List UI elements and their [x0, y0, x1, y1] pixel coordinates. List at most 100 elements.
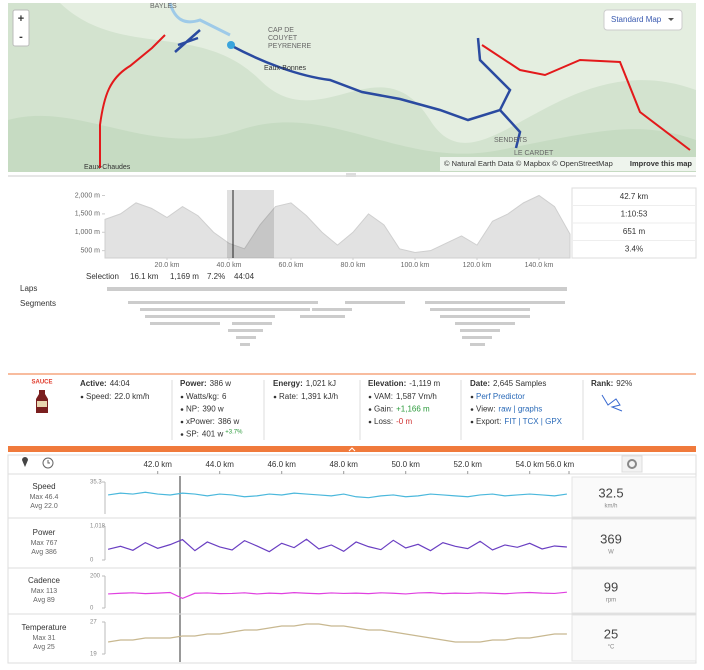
stream-avg: Avg 89: [33, 597, 55, 604]
bullet: [470, 395, 474, 399]
stat-item: Speed: 22.0 km/h: [86, 392, 150, 401]
stat-item-value: 390 w: [202, 405, 224, 414]
x-tick-label: 44.0 km: [205, 460, 234, 469]
bullet: [180, 420, 184, 424]
segment-bar: [425, 301, 565, 304]
stat-item: Export: FIT | TCX | GPX: [476, 417, 563, 426]
pin-tab[interactable]: [22, 457, 28, 467]
map-style-button[interactable]: [603, 9, 683, 31]
profile-stat: 42.7 km: [620, 192, 649, 201]
stat-item-label: Perf Predictor: [476, 392, 525, 401]
stat-item: NP: 390 w: [186, 405, 224, 414]
segment-bar: [312, 308, 352, 311]
segment-bar: [150, 322, 220, 325]
stat-title: Power: 386 w: [180, 379, 231, 388]
segments-label: Segments: [20, 299, 56, 308]
stream-avg: Avg 25: [33, 644, 55, 651]
collapse-chevron: [348, 447, 356, 452]
route-red: [99, 34, 166, 168]
stat-item-label: SP:: [186, 430, 199, 439]
stream-name: Power: [33, 528, 56, 537]
lap-bar: [107, 287, 567, 291]
laps-track: [107, 287, 567, 291]
stream-avg: Avg 386: [31, 549, 57, 556]
profile-stat: 3.4%: [625, 245, 643, 254]
improve-map-link[interactable]: Improve this map: [630, 159, 693, 168]
selection-value: 1,169 m: [170, 272, 199, 281]
segment-bar: [128, 301, 318, 304]
stat-item-label: NP:: [186, 405, 199, 414]
bullet: [368, 420, 372, 424]
map-label: Eaux-Chaudes: [84, 164, 131, 171]
stat-item-label: Export:: [476, 417, 501, 426]
stat-title-label: Rank:: [591, 379, 613, 388]
selection-label: Selection: [86, 272, 119, 281]
route-blue: [231, 37, 522, 149]
bullet: [368, 395, 372, 399]
segments: [128, 301, 565, 346]
stat-item-value: 1,587 Vm/h: [396, 392, 437, 401]
current-value: 99: [604, 579, 618, 594]
x-tick-label: 52.0 km: [453, 460, 482, 469]
selection-value: 7.2%: [207, 272, 225, 281]
rank-icon: [601, 394, 623, 412]
stat-title: Rank: 92%: [591, 379, 632, 388]
stat-item-value: raw | graphs: [498, 405, 542, 414]
stat-title: Date: 2,645 Samples: [470, 379, 546, 388]
stat-item-value: 401 w: [202, 430, 224, 439]
segment-bar: [145, 315, 275, 318]
x-tick-label: 40.0 km: [217, 262, 242, 269]
attribution-bg: [440, 157, 696, 171]
current-value-box: [571, 568, 697, 614]
segment-bar: [470, 343, 485, 346]
stat-title: Active: 44:04: [80, 379, 130, 388]
bullet: [273, 395, 277, 399]
x-tick-label: 100.0 km: [401, 262, 430, 269]
map-label: COUYET: [268, 35, 298, 42]
route-red: [481, 44, 691, 151]
current-value: 32.5: [598, 485, 623, 500]
logo-text: SAUCE: [31, 380, 52, 386]
stat-item-label: Rate:: [279, 392, 298, 401]
dropdown-arrow: [668, 18, 674, 21]
clock-tab[interactable]: [42, 457, 54, 469]
current-value-box: [571, 518, 697, 568]
zoom-in[interactable]: +: [18, 13, 24, 25]
y-tick-label: 500 m: [81, 247, 101, 254]
profile-stat: 651 m: [623, 227, 646, 236]
x-tick-label: 60.0 km: [279, 262, 304, 269]
logo-label: [37, 401, 47, 407]
resize-handle[interactable]: [346, 173, 356, 177]
stat-title-label: Date:: [470, 379, 490, 388]
stat-item-extra: +3.7%: [225, 429, 243, 435]
segment-bar: [232, 322, 272, 325]
segment-bar: [430, 308, 530, 311]
collapse-bar[interactable]: [8, 446, 696, 452]
stat-item: View: raw | graphs: [476, 405, 542, 414]
zoom-out[interactable]: -: [19, 31, 23, 43]
stat-title: Elevation: -1,119 m: [368, 379, 441, 388]
current-value: 369: [600, 531, 622, 546]
current-value-box: [571, 614, 697, 662]
x-tick-label: 48.0 km: [329, 460, 358, 469]
stream-avg: Avg 22.0: [30, 503, 58, 510]
map-label: PEYRENERE: [268, 43, 312, 50]
stat-title-value: 386 w: [210, 379, 232, 388]
bullet: [180, 433, 184, 436]
stat-title-label: Active:: [80, 379, 107, 388]
stream-max: Max 767: [31, 540, 58, 547]
selection-value: 44:04: [234, 272, 255, 281]
y-tick-label: 27: [90, 620, 97, 626]
x-tick-label: 20.0 km: [155, 262, 180, 269]
bullet: [180, 408, 184, 411]
stat-title-label: Elevation:: [368, 379, 406, 388]
stat-item-value: +1,166 m: [396, 405, 430, 414]
stream-line: [108, 623, 567, 643]
stat-item-value: FIT | TCX | GPX: [504, 417, 562, 426]
settings-button[interactable]: [621, 455, 643, 473]
stat-title-value: 1,021 kJ: [306, 379, 336, 388]
stat-item-value: 1,391 kJ/h: [301, 392, 338, 401]
stat-title-value: 44:04: [110, 379, 131, 388]
stat-item: Rate: 1,391 kJ/h: [279, 392, 338, 401]
map-style-label[interactable]: Standard Map: [611, 15, 662, 24]
